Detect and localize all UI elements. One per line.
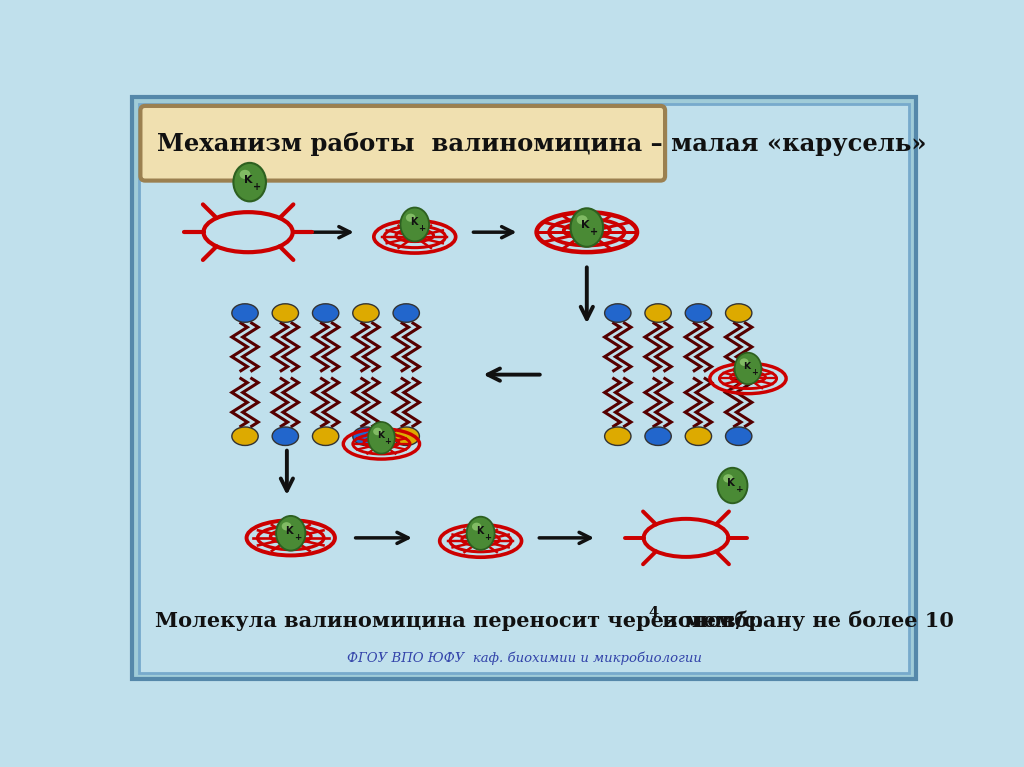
Text: +: + <box>384 437 391 446</box>
Text: K: K <box>410 218 417 228</box>
Ellipse shape <box>734 353 762 384</box>
Ellipse shape <box>276 516 305 551</box>
Ellipse shape <box>739 358 749 366</box>
Text: +: + <box>736 486 743 494</box>
Ellipse shape <box>685 427 712 446</box>
Ellipse shape <box>272 427 299 446</box>
Ellipse shape <box>726 427 752 446</box>
Text: K: K <box>377 431 384 440</box>
Ellipse shape <box>577 216 588 225</box>
Text: +: + <box>418 224 425 233</box>
Text: 4: 4 <box>649 607 658 621</box>
Ellipse shape <box>272 304 299 322</box>
Text: K: K <box>286 526 293 536</box>
Text: ФГОУ ВПО ЮФУ  каф. биохимии и микробиологии: ФГОУ ВПО ЮФУ каф. биохимии и микробиолог… <box>347 651 702 665</box>
Ellipse shape <box>233 163 266 202</box>
Text: +: + <box>591 227 599 237</box>
Text: K: K <box>244 175 252 185</box>
Ellipse shape <box>570 209 603 247</box>
Ellipse shape <box>282 522 292 531</box>
Ellipse shape <box>352 427 379 446</box>
FancyBboxPatch shape <box>140 106 665 180</box>
Text: K: K <box>476 526 483 536</box>
Ellipse shape <box>723 474 733 482</box>
Ellipse shape <box>240 170 251 179</box>
FancyBboxPatch shape <box>132 97 916 679</box>
Ellipse shape <box>645 304 672 322</box>
Ellipse shape <box>472 522 481 531</box>
Text: +: + <box>253 182 261 192</box>
Ellipse shape <box>393 304 420 322</box>
Ellipse shape <box>312 304 339 322</box>
Ellipse shape <box>352 304 379 322</box>
Text: +: + <box>294 533 301 542</box>
Ellipse shape <box>231 304 258 322</box>
Text: Механизм работы  валиномицина – малая «карусель»: Механизм работы валиномицина – малая «ка… <box>158 132 927 156</box>
Ellipse shape <box>645 427 672 446</box>
Ellipse shape <box>373 428 382 435</box>
Ellipse shape <box>467 517 495 550</box>
Ellipse shape <box>393 427 420 446</box>
FancyBboxPatch shape <box>139 104 909 673</box>
Ellipse shape <box>312 427 339 446</box>
Text: K: K <box>727 479 735 489</box>
Text: ионов/с.: ионов/с. <box>655 611 764 631</box>
Ellipse shape <box>368 422 395 453</box>
Ellipse shape <box>726 304 752 322</box>
Ellipse shape <box>685 304 712 322</box>
Text: +: + <box>483 533 490 542</box>
Ellipse shape <box>231 427 258 446</box>
Ellipse shape <box>604 427 631 446</box>
Text: K: K <box>743 362 751 371</box>
Ellipse shape <box>400 208 429 242</box>
Text: +: + <box>751 367 758 377</box>
Text: Молекула валиномицина переносит через мембрану не более 10: Молекула валиномицина переносит через ме… <box>155 611 954 631</box>
Ellipse shape <box>604 304 631 322</box>
Ellipse shape <box>406 214 416 222</box>
Text: K: K <box>581 220 590 230</box>
Ellipse shape <box>718 468 748 503</box>
